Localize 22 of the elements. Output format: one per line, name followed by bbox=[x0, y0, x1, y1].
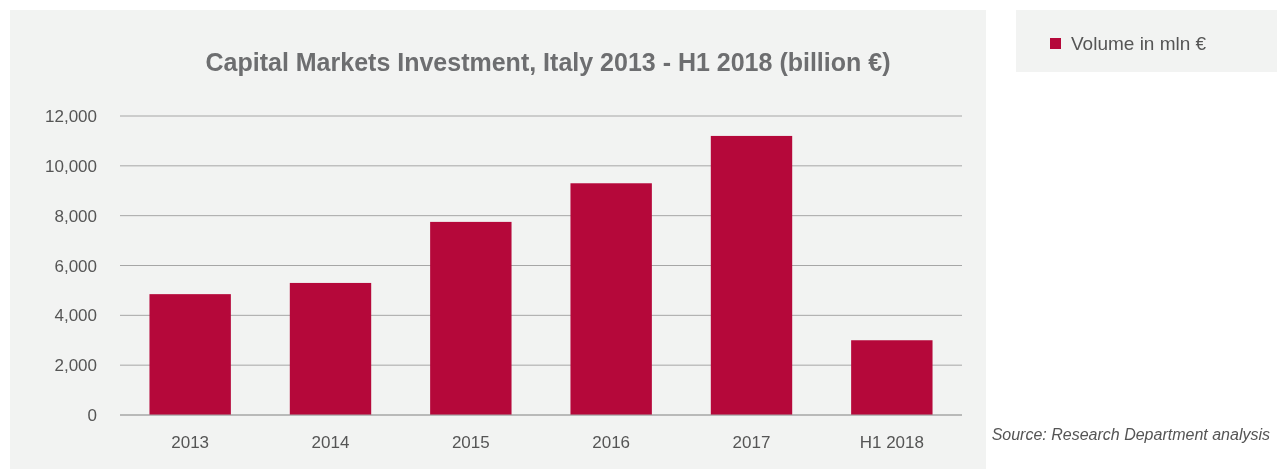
bar bbox=[570, 183, 652, 415]
legend-label: Volume in mln € bbox=[1071, 33, 1207, 54]
chart-title: Capital Markets Investment, Italy 2013 - H1 2018 (billion €) bbox=[205, 48, 891, 76]
y-tick-label: 2,000 bbox=[54, 356, 97, 376]
x-tick-label: 2017 bbox=[732, 433, 771, 452]
source-note: Source: Research Department analysis bbox=[991, 426, 1270, 443]
y-tick-label: 6,000 bbox=[54, 256, 97, 276]
bar bbox=[289, 282, 372, 415]
bar bbox=[149, 294, 231, 415]
x-tick-label: 2014 bbox=[311, 433, 350, 452]
y-tick-label: 4,000 bbox=[54, 306, 97, 326]
x-tick-label: 2015 bbox=[451, 433, 490, 452]
y-tick-label: 0 bbox=[87, 406, 97, 425]
x-tick-label: 2016 bbox=[592, 433, 631, 452]
y-tick-label: 12,000 bbox=[45, 107, 97, 126]
y-tick-label: 8,000 bbox=[54, 206, 97, 226]
bar bbox=[851, 340, 933, 415]
bar bbox=[430, 221, 512, 415]
x-tick-label: H1 2018 bbox=[859, 433, 924, 452]
x-tick-label: 2013 bbox=[171, 433, 210, 452]
bar bbox=[710, 135, 793, 415]
y-tick-label: 10,000 bbox=[45, 156, 97, 176]
